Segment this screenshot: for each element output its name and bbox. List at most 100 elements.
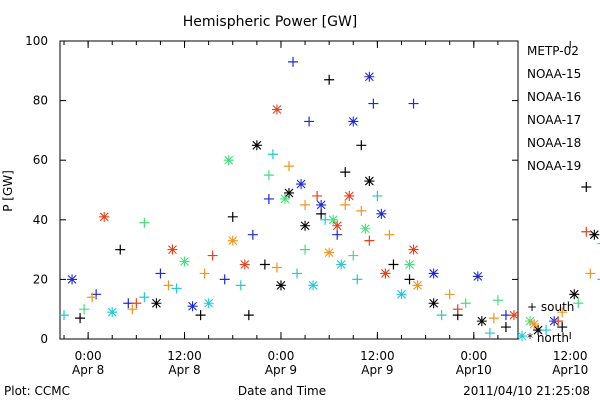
data-point-south [368,98,379,109]
data-point-south [557,322,568,333]
data-point-south [460,298,471,309]
data-point-north [428,298,439,309]
data-point-south [59,310,70,321]
marker-legend-south: + south [527,300,574,314]
data-point-north [316,199,327,210]
data-point-south [436,310,447,321]
data-point-north [533,325,544,336]
x-tick-label-time: 12:00 [167,349,202,363]
data-point-north [99,211,110,222]
data-point-north [275,280,286,291]
data-point-south [267,149,278,160]
y-tick-label: 20 [33,272,48,286]
x-tick-label-time: 12:00 [553,349,588,363]
series-noaa-18 [87,161,596,330]
data-point-north [284,187,294,198]
data-point-north [348,116,359,127]
legend-entry-noaa-19: NOAA-19 [527,159,581,173]
data-point-north [380,268,391,279]
data-point-south [340,199,351,210]
data-point-north [517,331,528,342]
data-point-south [388,259,399,270]
data-point-south [340,167,351,178]
data-point-south [553,316,564,327]
data-point-south [492,295,503,306]
x-tick-label-time: 12:00 [360,349,395,363]
data-point-south [500,322,511,333]
data-point-south [75,313,86,324]
data-point-south [235,280,246,291]
y-tick-label: 40 [33,213,48,227]
x-tick-label-time: 0:00 [75,349,102,363]
data-point-south [444,289,455,300]
data-point-south [348,250,359,261]
marker-legend-north: * north [527,331,569,345]
data-point-north [167,244,178,255]
data-point-south [139,217,150,228]
x-tick-label-date: Apr10 [552,363,588,377]
data-point-north [67,274,78,285]
data-point-north [472,271,483,282]
x-axis-label: Date and Time [238,384,326,398]
legend-entry-metp-02: METP-02 [527,44,579,58]
data-point-south [131,298,142,309]
data-point-north [396,289,407,300]
y-tick-label: 0 [40,332,48,346]
data-point-south [292,268,303,279]
data-point-north [529,319,540,330]
data-point-south [127,304,138,315]
y-axis-label: P [GW] [1,170,15,212]
plot-credit: Plot: CCMC [4,384,70,398]
y-tick-label: 100 [25,34,48,48]
data-point-south [585,268,596,279]
data-point-south [263,193,274,204]
data-point-south [139,292,150,303]
data-point-south [227,211,238,222]
data-point-north [589,229,600,240]
x-tick-label-date: Apr 9 [265,363,297,377]
data-point-south [384,229,395,240]
series-metp-02 [75,74,600,336]
data-point-north [300,220,311,231]
data-point-south [243,310,254,321]
x-tick-label-time: 0:00 [460,349,487,363]
x-tick-label-date: Apr 9 [361,363,393,377]
data-point-south [87,292,98,303]
data-point-south [259,259,270,270]
data-point-south [316,208,327,219]
data-point-north [227,235,238,246]
x-tick-label-date: Apr 8 [168,363,200,377]
data-point-south [352,274,363,285]
data-point-south [195,310,206,321]
data-point-south [300,244,311,255]
data-point-south [284,161,294,172]
data-point-north [332,220,343,231]
data-point-south [408,98,419,109]
data-point-south [79,304,90,315]
data-point-north [279,193,290,204]
legend-entry-noaa-15: NOAA-15 [527,67,581,81]
data-point-north [223,155,234,166]
data-point-south [312,190,323,201]
data-point-north [404,259,415,270]
data-point-north [271,104,282,115]
series-noaa-15 [67,56,560,327]
x-tick-label-time: 0:00 [267,349,294,363]
data-point-south [288,56,299,67]
legend-entry-noaa-16: NOAA-16 [527,90,581,104]
data-point-south [115,244,126,255]
data-point-north [251,140,262,151]
data-point-south [541,325,552,336]
data-point-south [199,268,210,279]
data-point-south [557,307,568,318]
data-point-north [360,223,371,234]
data-point-north [328,214,339,225]
data-point-south [263,170,274,181]
data-point-south [324,74,335,85]
data-point-south [356,140,367,151]
data-point-south [581,182,592,193]
x-tick-label-date: Apr10 [456,363,492,377]
data-point-north [179,256,190,267]
